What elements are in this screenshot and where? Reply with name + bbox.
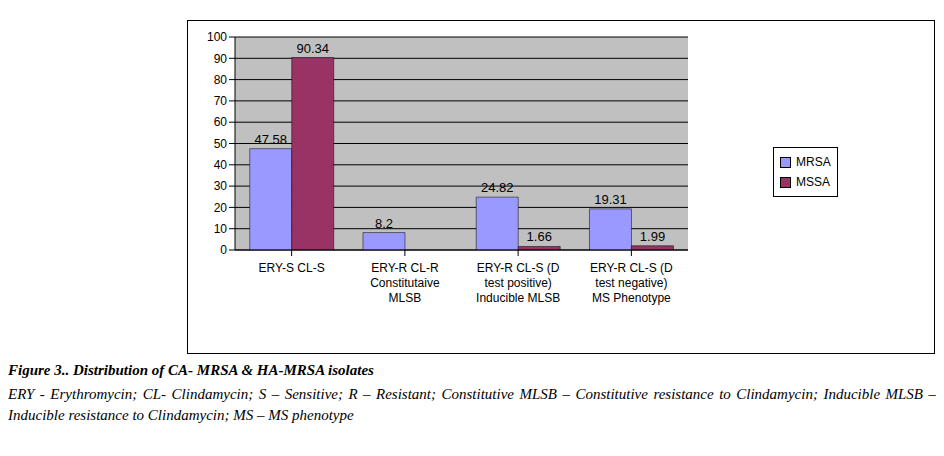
svg-text:50: 50 [214,137,228,151]
svg-text:8.2: 8.2 [375,216,393,231]
html-text:Figure 3.. Distribution of CA-: Figure 3.. Distribution of CA- MRSA & HA… [8,362,374,378]
svg-text:0: 0 [220,243,227,257]
svg-text:ERY-R CL-S (Dtest negative)MS: ERY-R CL-S (Dtest negative)MS Phenotype [590,261,673,305]
svg-text:ERY-R CL-RConstitutaiveMLSB: ERY-R CL-RConstitutaiveMLSB [370,261,440,305]
svg-text:90.34: 90.34 [296,41,329,56]
svg-text:1.66: 1.66 [527,229,552,244]
html-text:MRSA: MRSA [796,155,831,169]
svg-text:47.58: 47.58 [254,132,287,147]
svg-text:ERY-R CL-S (Dtest positive)Ind: ERY-R CL-S (Dtest positive)Inducible MLS… [476,261,560,305]
svg-text:30: 30 [214,179,228,193]
svg-text:24.82: 24.82 [481,180,514,195]
svg-text:1.99: 1.99 [640,229,665,244]
svg-text:ERY-S CL-S: ERY-S CL-S [259,261,325,275]
svg-text:60: 60 [214,115,228,129]
svg-text:19.31: 19.31 [594,192,627,207]
svg-text:70: 70 [214,94,228,108]
svg-text:80: 80 [214,73,228,87]
svg-text:90: 90 [214,52,228,66]
svg-text:10: 10 [214,222,228,236]
svg-text:40: 40 [214,158,228,172]
html-text:ERY - Erythromycin; CL- Clinda: ERY - Erythromycin; CL- Clindamycin; S –… [8,386,936,423]
html-text:MSSA: MSSA [796,175,830,189]
svg-text:100: 100 [207,30,227,44]
svg-text:20: 20 [214,201,228,215]
